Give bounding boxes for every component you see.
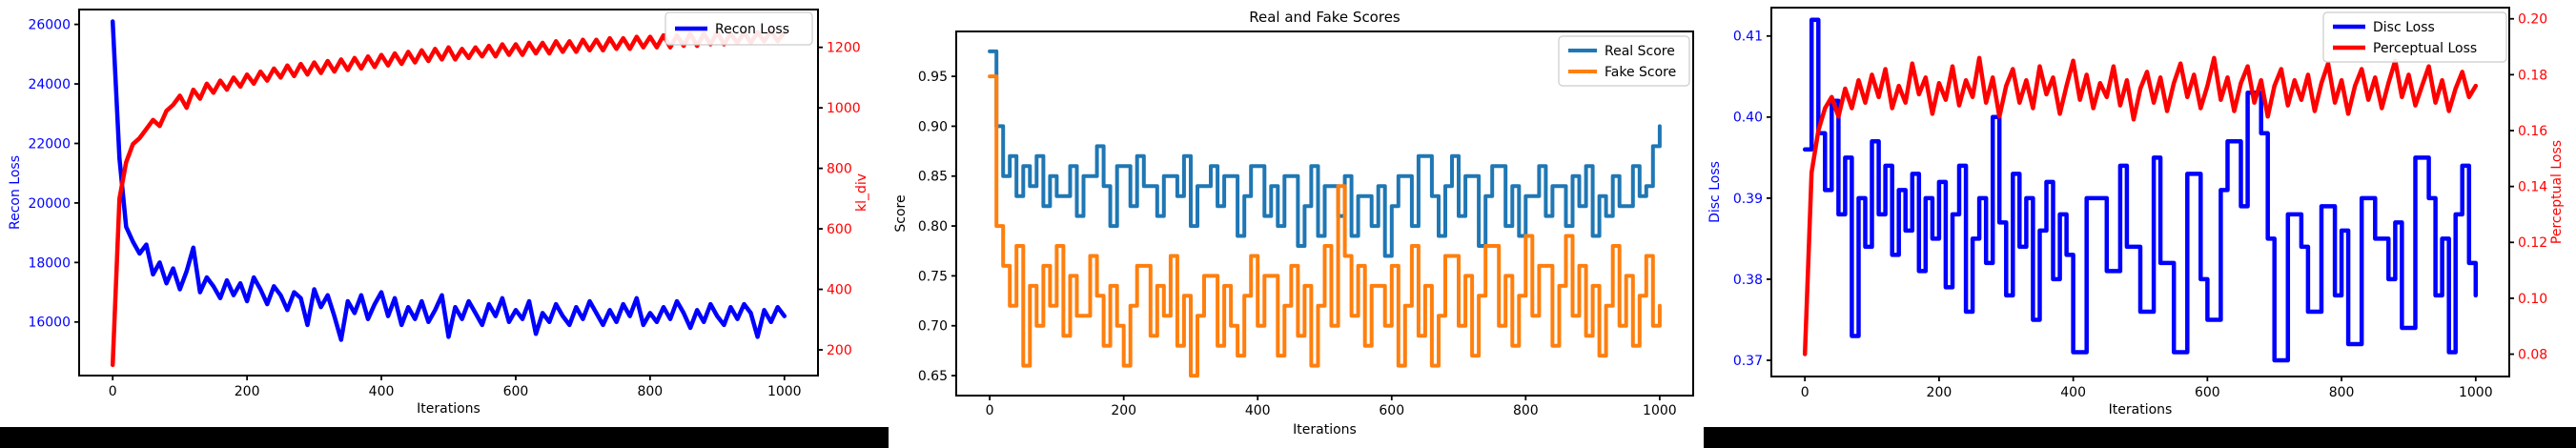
disc-loss-perceptual-loss-chart-svg: 0 200 400 600 800 1000Iterations0.370.380.390… [1707, 7, 2565, 417]
y-tick-label: 0.41 [1733, 30, 1763, 45]
legend: Recon Loss [664, 11, 813, 46]
y-tick-label: 0.38 [1733, 273, 1763, 288]
series-fake-score [988, 74, 1662, 378]
y-tick-label: 0.12 [2518, 235, 2547, 251]
series-recon-loss [110, 19, 787, 342]
y-tick-label: 0.95 [918, 70, 948, 85]
y-tick-label: 0.18 [2518, 68, 2547, 83]
y-tick-label: 0.85 [918, 170, 948, 185]
y-tick-label: 0.16 [2518, 124, 2547, 139]
y-tick-label: 22000 [28, 136, 71, 152]
legend-label: Recon Loss [715, 22, 789, 37]
legend-box [2322, 11, 2507, 63]
right-y-axis: 0.08 0.10 0.12 0.14 0.16 0.18 0.20 Perceptual L… [2509, 12, 2565, 362]
x-tick-label: 800 [1513, 403, 1539, 418]
y-tick-label: 1000 [827, 101, 861, 116]
right-y-axis-label: kl_div [854, 173, 869, 212]
recon-loss-kl-div-chart: 0 200 400 600 800 1000 Iterations 16000 18000 200… [0, 0, 889, 427]
y-tick-label: 18000 [28, 255, 71, 271]
chart-title: Real and Fake Scores [1249, 9, 1400, 26]
legend-label: Perceptual Loss [2373, 41, 2477, 56]
x-tick-label: 1000 [1643, 403, 1677, 418]
legend: Real Score Fake Score [1558, 35, 1690, 87]
plot-border [1770, 7, 2510, 377]
y-tick-label: 1200 [827, 41, 861, 56]
real-fake-scores-chart-svg: Real and Fake Scores 0 200 400 600 800 1000 Ite… [893, 9, 1694, 438]
plot-border [78, 9, 819, 377]
x-tick-label: 800 [637, 384, 663, 399]
recon-loss-kl-div-chart-svg: 0 200 400 600 800 1000 Iterations 16000 18000 200… [8, 9, 869, 417]
y-tick-label: 20000 [28, 196, 71, 212]
y-tick-label: 400 [827, 282, 852, 297]
y-tick-label: 0.70 [918, 319, 948, 335]
y-tick-label: 0.14 [2518, 180, 2547, 195]
series-real-score [988, 49, 1662, 258]
right-y-axis-label: Perceptual Loss [2549, 140, 2565, 244]
legend-label: Real Score [1605, 44, 1675, 59]
x-tick-label: 200 [235, 384, 260, 399]
x-tick-label: 600 [503, 384, 529, 399]
x-axis-label: Iterations [2109, 402, 2173, 417]
y-tick-label: 0.10 [2518, 292, 2547, 307]
left-y-axis: 0.65 0.70 0.75 0.80 0.85 0.90 0.95 Score [893, 70, 956, 384]
y-tick-label: 200 [827, 343, 852, 358]
right-y-axis: 200 400 600 800 1000 1200 kl_div [818, 41, 869, 358]
x-axis: 0 200 400 600 800 1000 Iterations [109, 376, 802, 417]
legend-box [664, 11, 813, 46]
x-tick-label: 600 [1379, 403, 1404, 418]
legend-label: Disc Loss [2373, 20, 2435, 35]
series-perceptual-loss [1802, 55, 2479, 356]
y-tick-label: 0.39 [1733, 192, 1763, 207]
plot-border [955, 31, 1694, 397]
x-tick-label: 800 [2329, 385, 2355, 400]
x-tick-label: 200 [1927, 385, 1952, 400]
left-y-axis: 16000 18000 20000 22000 24000 26000 Recon Loss [8, 18, 79, 331]
y-tick-label: 16000 [28, 316, 71, 331]
x-axis: 0 200 400 600 800 1000 Iterations [1801, 377, 2493, 417]
x-tick-label: 400 [1245, 403, 1271, 418]
y-tick-label: 800 [827, 162, 852, 177]
x-tick-label: 1000 [767, 384, 802, 399]
disc-loss-perceptual-loss-chart: 0 200 400 600 800 1000 Iterations 0.37 0.38 0.39 0… [1704, 0, 2576, 427]
x-tick-label: 0 [986, 403, 994, 418]
legend-label: Fake Score [1605, 65, 1676, 80]
y-tick-label: 26000 [28, 18, 71, 33]
y-tick-label: 0.08 [2518, 347, 2547, 362]
x-axis-label: Iterations [1293, 422, 1357, 438]
x-tick-label: 200 [1111, 403, 1136, 418]
y-tick-label: 600 [827, 222, 852, 237]
left-y-axis: 0.37 0.38 0.39 0.40 0.41 Disc Loss [1707, 30, 1771, 369]
y-tick-label: 0.37 [1733, 354, 1763, 369]
x-tick-label: 1000 [2459, 385, 2493, 400]
real-fake-scores-chart: Real and Fake Scores 0 200 400 600 800 1000 Ite… [889, 0, 1704, 448]
legend: Disc Loss Perceptual Loss [2322, 11, 2507, 63]
x-tick-label: 400 [369, 384, 395, 399]
x-axis: 0 200 400 600 800 1000 Iterations [986, 396, 1677, 438]
x-tick-label: 400 [2060, 385, 2086, 400]
x-tick-label: 0 [109, 384, 117, 399]
x-tick-label: 600 [2195, 385, 2220, 400]
left-y-axis-label: Recon Loss [8, 155, 23, 230]
y-tick-label: 24000 [28, 77, 71, 92]
y-tick-label: 0.75 [918, 269, 948, 284]
left-y-axis-label: Disc Loss [1707, 161, 1723, 223]
x-axis-label: Iterations [417, 401, 480, 417]
left-y-axis-label: Score [893, 194, 909, 232]
x-tick-label: 0 [1801, 385, 1809, 400]
y-tick-label: 0.40 [1733, 111, 1763, 126]
y-tick-label: 0.20 [2518, 12, 2547, 28]
series-disc-loss [1802, 17, 2479, 363]
y-tick-label: 0.65 [918, 369, 948, 384]
y-tick-label: 0.80 [918, 219, 948, 234]
y-tick-label: 0.90 [918, 119, 948, 134]
